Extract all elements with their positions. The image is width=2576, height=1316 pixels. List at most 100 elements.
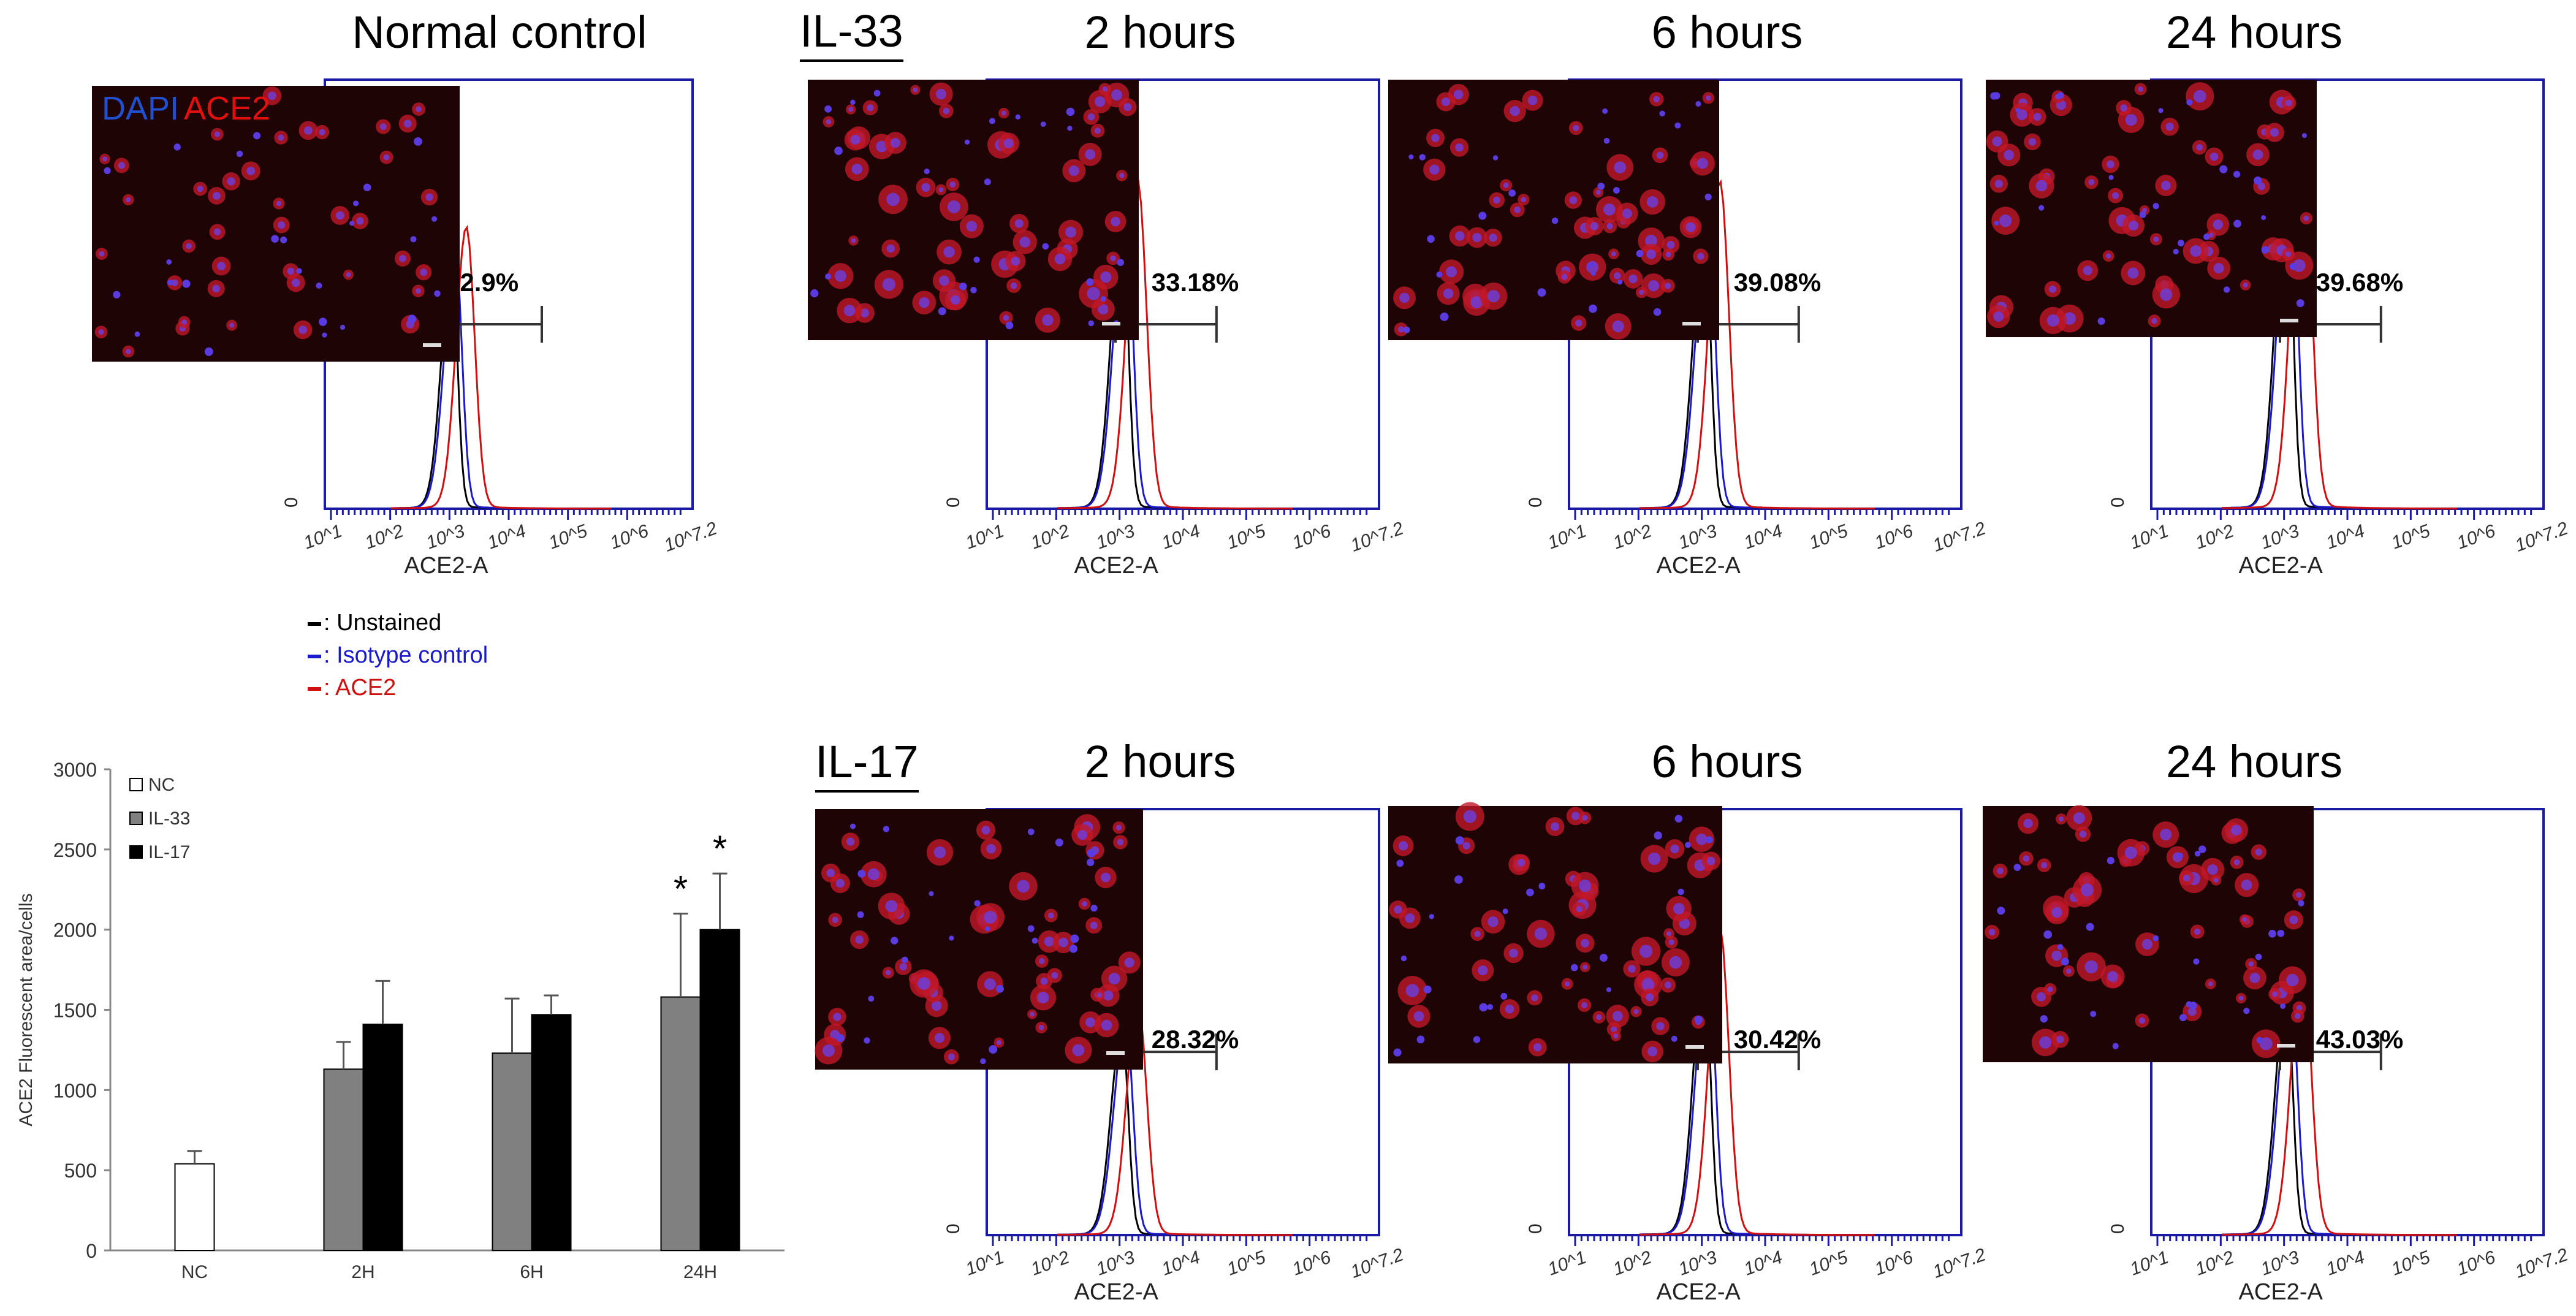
dapi-nucleus [1665, 251, 1671, 257]
dapi-nucleus [1993, 311, 2004, 322]
dapi-nucleus [1090, 904, 1098, 912]
dapi-nucleus [1993, 92, 2000, 100]
dapi-nucleus [973, 256, 980, 263]
dapi-nucleus [2106, 253, 2111, 259]
dapi-nucleus [2035, 180, 2048, 192]
dapi-nucleus [966, 221, 978, 232]
x-tick-label: 10^2 [362, 520, 406, 553]
dapi-nucleus [2295, 892, 2302, 898]
dapi-nucleus [1576, 906, 1582, 913]
dapi-nucleus [2152, 935, 2159, 941]
dapi-nucleus [2249, 972, 2260, 983]
isotype-swatch [308, 654, 321, 658]
dapi-nucleus [836, 1033, 845, 1042]
dapi-nucleus [1665, 981, 1672, 989]
x-axis-label: ACE2-A [1074, 1279, 1159, 1305]
dapi-nucleus [1493, 196, 1500, 204]
dapi-nucleus [1047, 912, 1054, 919]
dapi-nucleus [1037, 991, 1049, 1003]
title-il33-2h: 2 hours [1084, 7, 1236, 58]
dapi-nucleus [298, 325, 308, 334]
dapi-nucleus [2289, 263, 2297, 270]
y-tick-label: 2000 [53, 919, 97, 941]
dapi-nucleus [316, 282, 322, 289]
dapi-nucleus [1077, 830, 1087, 840]
dapi-nucleus [917, 977, 930, 990]
dapi-nucleus [2057, 92, 2064, 99]
dapi-nucleus [1463, 810, 1476, 823]
dapi-nucleus [2023, 855, 2030, 862]
dapi-nucleus [214, 131, 221, 137]
dapi-nucleus [947, 200, 960, 213]
dapi-nucleus [1514, 207, 1521, 213]
dapi-nucleus [2165, 123, 2174, 131]
dapi-nucleus [2039, 1036, 2052, 1049]
dapi-nucleus [126, 349, 131, 354]
dapi-nucleus [1027, 925, 1035, 932]
dapi-nucleus [996, 1040, 1001, 1045]
dapi-nucleus [1673, 903, 1685, 915]
dapi-nucleus [1613, 1033, 1619, 1039]
dapi-nucleus [1531, 994, 1538, 1002]
dapi-nucleus [1641, 978, 1655, 991]
dapi-nucleus [986, 843, 996, 854]
dapi-nucleus [1706, 856, 1715, 865]
dapi-nucleus [1398, 841, 1408, 851]
dapi-nucleus [1405, 913, 1415, 923]
dapi-nucleus [2285, 251, 2292, 257]
dapi-nucleus [171, 279, 178, 286]
title-il17-6h: 6 hours [1651, 736, 1803, 787]
x-tick-label: 10^4 [1159, 521, 1203, 553]
x-axis-label: ACE2-A [1074, 553, 1159, 579]
scale-bar [1102, 322, 1120, 325]
dapi-nucleus [1446, 266, 1457, 278]
x-tick-label: 10^4 [2323, 521, 2368, 553]
dapi-nucleus [964, 139, 970, 145]
micrograph-inset [808, 80, 1139, 340]
dapi-nucleus [204, 347, 213, 356]
dapi-nucleus [1695, 101, 1701, 107]
dapi-nucleus [857, 870, 866, 878]
dapi-nucleus [1994, 220, 1999, 226]
dapi-nucleus [2177, 240, 2184, 247]
dapi-nucleus [1527, 95, 1538, 105]
ace2-histogram [1057, 179, 1293, 510]
dapi-nucleus [420, 268, 428, 276]
dapi-nucleus [2255, 953, 2262, 960]
x-tick-label: 10^4 [1741, 521, 1785, 553]
dapi-nucleus [995, 984, 1004, 993]
dapi-nucleus [1001, 110, 1006, 116]
x-tick-label: 10^3 [2258, 1247, 2302, 1279]
dapi-nucleus [2301, 133, 2307, 139]
dapi-nucleus [2209, 152, 2219, 161]
dapi-nucleus [1706, 95, 1711, 101]
x-tick-label: 10^3 [1093, 520, 1138, 553]
dapi-nucleus [1674, 122, 1681, 129]
x-tick-label: 10^4 [2323, 1247, 2368, 1280]
x-tick-label: 10^7.2 [1348, 518, 1406, 556]
dapi-nucleus [1999, 214, 2012, 227]
dapi-nucleus [1042, 314, 1054, 326]
dapi-nucleus [2040, 1015, 2048, 1023]
dapi-nucleus [2256, 1036, 2263, 1044]
dapi-nucleus [425, 193, 433, 201]
dapi-nucleus [1997, 867, 2004, 875]
dapi-nucleus [826, 869, 835, 878]
dapi-nucleus [1455, 143, 1464, 152]
dapi-nucleus [2177, 853, 2183, 859]
dapi-nucleus [848, 107, 854, 112]
dapi-nucleus [2208, 981, 2213, 987]
dapi-nucleus [2051, 950, 2062, 961]
dapi-nucleus [1628, 965, 1636, 973]
dapi-nucleus [1590, 222, 1599, 230]
dapi-nucleus [1595, 189, 1601, 195]
micrograph-inset: DAPI ACE2 [92, 86, 460, 362]
dapi-nucleus [2056, 1035, 2064, 1044]
dapi-nucleus [2179, 1014, 2187, 1022]
dapi-nucleus [1087, 113, 1095, 121]
dapi-nucleus [2190, 245, 2202, 257]
dapi-nucleus [1124, 957, 1134, 968]
dapi-nucleus [1526, 888, 1534, 897]
dapi-nucleus [1111, 89, 1123, 101]
